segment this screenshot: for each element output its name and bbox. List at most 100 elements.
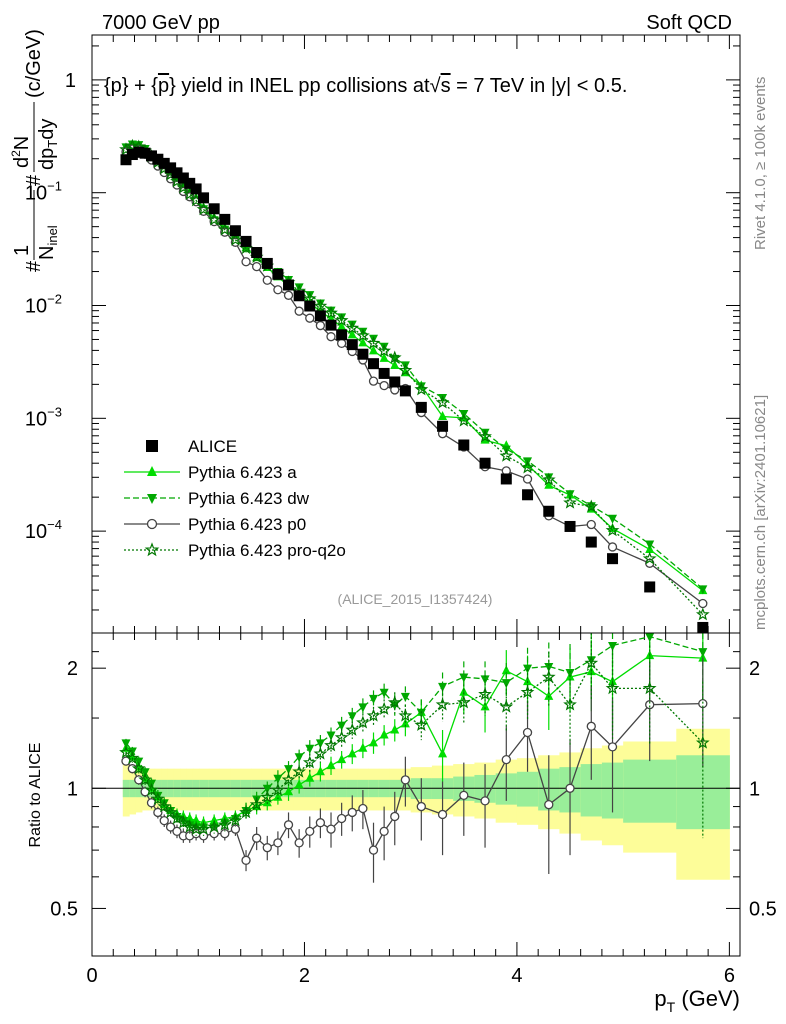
alice-point [368,358,380,370]
mc-point [324,305,338,319]
ratio-panel: 0 2 4 6 0.5 0.5 1 1 2 2 Ratio to ALICE pT (GeV) [27,35,777,1015]
legend-label: Pythia 6.423 pro-q2o [188,541,346,560]
mc-point [369,345,379,355]
alice-point [165,162,177,174]
plot-title: {p} + {p} yield in INEL pp collisions at… [104,75,627,97]
ratio-point [228,813,243,827]
ratio-y-tick-label: 1 [67,778,78,800]
ratio-point [163,805,178,819]
ratio-point [249,797,264,811]
mc-point [565,490,575,500]
alice-point [697,621,709,633]
mc-point [305,313,315,323]
ratio-point [138,772,152,786]
ratio-point [273,791,283,801]
svg-text:Ninel: Ninel [36,225,60,260]
ratio-point [605,681,620,695]
svg-text:#: # [23,174,45,186]
mc-point [416,382,426,392]
y-tick-label: 1 [65,70,76,92]
ratio-point [586,721,596,731]
ratio-point [435,697,450,711]
mc-point [398,363,413,377]
alice-point [607,553,619,565]
ratio-point [368,845,379,855]
ratio-point [607,742,618,752]
ratio-point [390,811,400,822]
ratio-point [416,708,426,718]
ratio-point [642,681,657,695]
mc-point [356,328,370,342]
mc-point [366,335,381,350]
mc-point [544,473,554,483]
mc-point [605,523,620,537]
ratio-point [313,746,328,760]
mc-point [305,291,315,301]
alice-point [415,401,427,413]
alice-point [437,420,449,432]
ratio-point [645,700,655,710]
ratio-point [544,662,554,672]
ratio-point [586,656,596,666]
ratio-point [369,694,379,704]
ratio-point [400,692,410,702]
ratio-point [294,838,304,848]
ratio-point [400,718,410,728]
rivet-label: Rivet 4.1.0, ≥ 100k events [752,77,769,250]
ratio-point [153,807,163,818]
x-tick-label: 0 [86,965,97,987]
ratio-point [501,754,511,765]
mc-point [645,540,655,550]
alice-point [378,367,390,379]
alice-point [184,177,196,189]
mc-point [642,551,657,565]
mc-point [478,429,492,443]
ratio-point [209,815,219,825]
alice-point [458,439,470,451]
ratio-point [159,815,169,826]
header-right: Soft QCD [646,12,732,34]
ratio-point [347,712,357,722]
ratio-point [379,826,389,837]
ratio-point [544,799,554,810]
mc-point [499,448,514,462]
svg-text:dpTdy: dpTdy [36,119,60,170]
ratio-point [220,828,230,839]
stat-uncertainty-band [580,764,603,817]
ratio-point [563,697,577,711]
alice-point [399,385,411,397]
alice-point [177,172,189,184]
ratio-point [315,739,325,749]
ratio-point [520,685,535,699]
alice-point [389,376,401,388]
ratio-point [565,783,575,793]
ratio-point [262,797,272,807]
header-left: 7000 GeV pp [102,12,220,34]
alice-point [229,225,241,237]
mc-point [387,350,402,364]
legend-marker-circle [146,518,158,530]
ratio-y-tick-label-right: 0.5 [749,898,777,920]
ratio-point [150,791,165,805]
ratio-point [387,695,402,709]
ratio-point [326,731,336,741]
legend-label: ALICE [188,437,237,456]
mc-point [252,261,262,272]
mc-point [345,320,360,334]
ratio-y-tick-label: 2 [67,658,78,680]
ratio-point [315,766,325,776]
x-tick-label: 4 [511,965,522,987]
ratio-point [281,772,296,786]
alice-point [145,150,157,162]
x-tick-label: 6 [724,965,735,987]
mc-point [698,598,708,609]
y-tick-label: 10−2 [25,292,62,318]
mc-point [390,359,400,369]
ratio-point [390,724,400,734]
alice-point [346,339,358,351]
x-axis-label: pT (GeV) [654,986,740,1015]
ratio-point [480,796,490,806]
mc-point [435,395,450,409]
alice-point [314,310,326,322]
y-tick-label: 10−3 [25,404,62,430]
